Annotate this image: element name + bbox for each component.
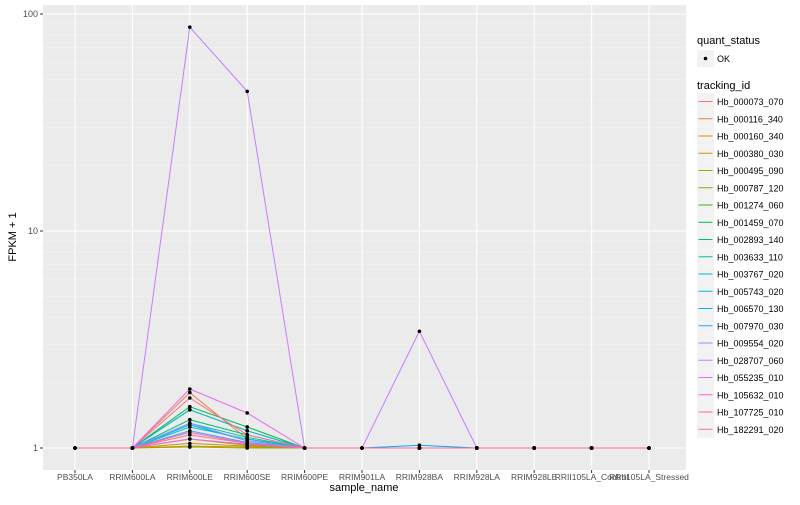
legend-point-icon [703, 56, 708, 61]
data-point [417, 443, 422, 448]
data-point [532, 446, 536, 450]
legend-label: OK [717, 54, 730, 64]
y-tick-label: 1 [33, 443, 38, 453]
data-point [188, 25, 192, 29]
data-point [188, 441, 192, 446]
legend-label: Hb_000073_070 [717, 97, 784, 107]
legend-label: Hb_009554_020 [717, 339, 784, 349]
legend-label: Hb_001274_060 [717, 201, 784, 211]
legend-label: Hb_055235_010 [717, 373, 784, 383]
legend-label: Hb_107725_010 [717, 408, 784, 418]
legend-label: Hb_028707_060 [717, 356, 784, 366]
data-point [188, 430, 192, 435]
data-point [188, 404, 192, 409]
data-point [245, 425, 249, 429]
data-point [417, 329, 422, 334]
plot-panel [43, 5, 686, 470]
x-tick-label: PB350LA [57, 472, 93, 482]
x-tick-label: RRIM901LA [339, 472, 386, 482]
legend-label: Hb_005743_020 [717, 287, 784, 297]
color-legend-title: tracking_id [697, 80, 750, 92]
data-point [188, 396, 192, 400]
data-point [188, 407, 192, 412]
data-point [475, 446, 479, 450]
shape-legend-title: quant_status [697, 35, 760, 47]
y-tick-label: 100 [23, 9, 38, 19]
legend-label: Hb_000787_120 [717, 183, 784, 193]
legend-label: Hb_000116_340 [717, 114, 783, 124]
x-tick-label: RRII105LA_Control [555, 472, 629, 482]
data-point [188, 421, 192, 426]
data-point [245, 433, 249, 437]
legend-label: Hb_007970_030 [717, 321, 784, 331]
data-point [245, 89, 249, 94]
x-tick-label: RRIM600PE [281, 472, 329, 482]
legend-label: Hb_003767_020 [717, 270, 784, 280]
data-point [73, 446, 77, 450]
x-tick-label: RRII105LA_Stressed [609, 472, 689, 482]
y-tick-label: 10 [28, 226, 38, 236]
data-point [130, 446, 135, 450]
x-tick-label: RRIM600LE [167, 472, 214, 482]
data-point [188, 445, 192, 449]
legend-label: Hb_003633_110 [717, 252, 783, 262]
data-point [245, 438, 249, 443]
data-point [589, 446, 594, 450]
x-tick-label: RRIM928BA [396, 472, 444, 482]
x-tick-label: RRIM928LA [454, 472, 501, 482]
data-point [188, 417, 192, 422]
x-axis-title: sample_name [329, 482, 398, 494]
data-point [245, 411, 249, 415]
legend-label: Hb_000380_030 [717, 149, 784, 159]
data-point [188, 387, 192, 391]
legend-label: Hb_182291_020 [717, 425, 784, 435]
data-point [417, 446, 422, 450]
x-tick-label: RRIM600SE [224, 472, 272, 482]
x-tick-label: RRIM928LE [511, 472, 558, 482]
data-point [188, 390, 192, 395]
y-axis-title: FPKM + 1 [7, 212, 19, 261]
data-point [302, 446, 307, 450]
data-point [647, 446, 651, 450]
legend-label: Hb_001459_070 [717, 218, 784, 228]
legend-label: Hb_006570_130 [717, 304, 784, 314]
data-point [245, 429, 249, 433]
x-tick-label: RRIM600LA [109, 472, 156, 482]
legend-label: Hb_000495_090 [717, 166, 784, 176]
data-point [245, 441, 249, 446]
legend-label: Hb_002893_140 [717, 235, 784, 245]
legend-label: Hb_105632_010 [717, 390, 784, 400]
data-point [245, 446, 249, 450]
data-point [188, 437, 192, 441]
legend-label: Hb_000160_340 [717, 132, 784, 142]
data-point [360, 446, 364, 450]
